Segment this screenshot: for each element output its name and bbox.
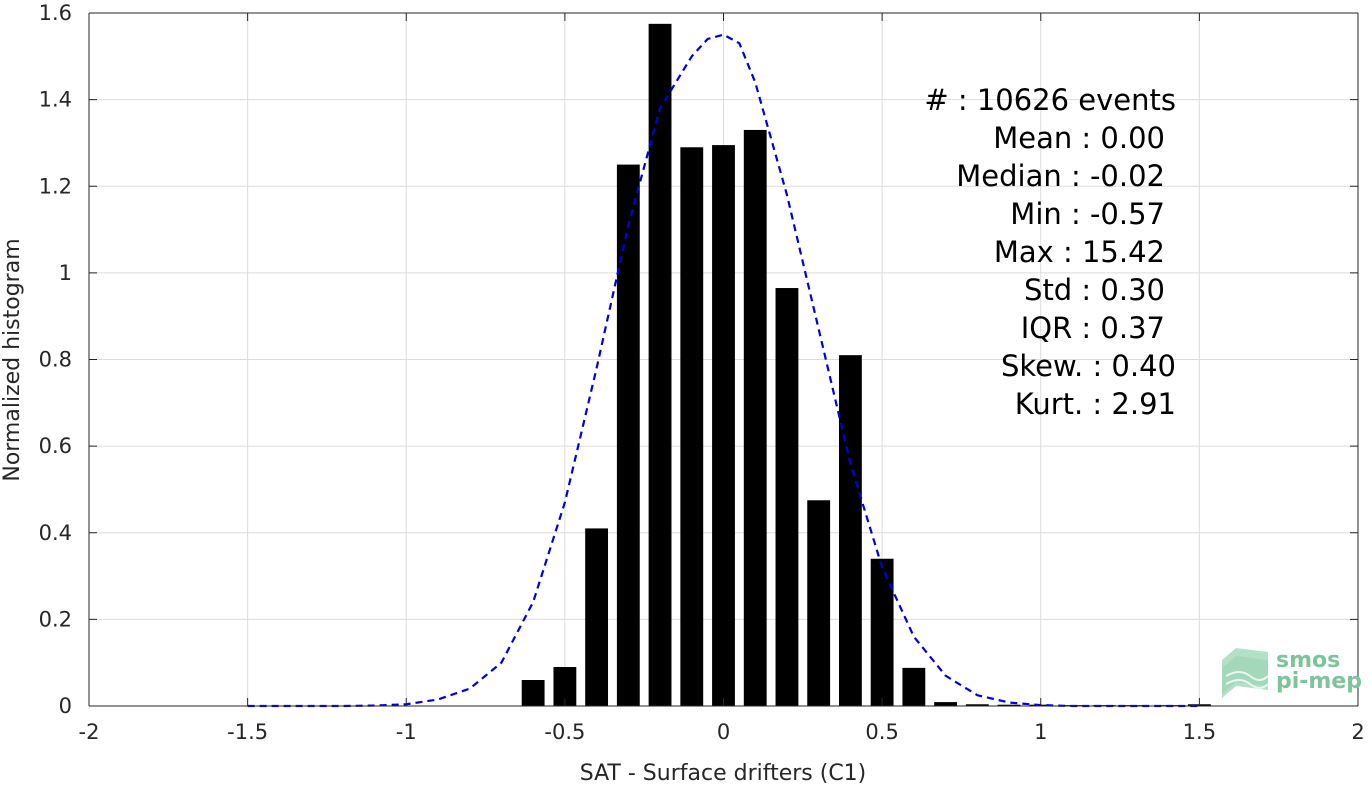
x-tick-label: -0.5 bbox=[544, 720, 585, 744]
y-tick-label: 0.4 bbox=[39, 521, 72, 545]
stat-line: Std : 0.30 bbox=[1024, 273, 1165, 307]
x-tick-label: 1.5 bbox=[1183, 720, 1216, 744]
x-tick-label: 0.5 bbox=[865, 720, 898, 744]
y-axis-label: Normalized histogram bbox=[0, 238, 25, 481]
histogram-bar bbox=[712, 145, 735, 706]
histogram-bar bbox=[807, 500, 831, 706]
x-tick-label: -1.5 bbox=[227, 720, 268, 744]
y-tick-labels: 0 0.2 0.4 0.6 0.8 1 1.2 1.4 1.6 bbox=[39, 1, 72, 718]
y-tick-label: 0.8 bbox=[39, 348, 72, 372]
histogram-bar bbox=[838, 355, 862, 706]
y-tick-label: 1.4 bbox=[39, 88, 72, 112]
axes bbox=[88, 12, 1359, 707]
stat-line: # : 10626 events bbox=[924, 83, 1176, 117]
stat-line: Mean : 0.00 bbox=[993, 121, 1165, 155]
logo-text-pimep: pi-mep bbox=[1276, 669, 1362, 694]
x-tick-label: 1 bbox=[1034, 720, 1047, 744]
histogram-bar bbox=[648, 23, 672, 706]
stat-line: Min : -0.57 bbox=[1010, 197, 1165, 231]
x-tick-label: -2 bbox=[79, 720, 100, 744]
histogram-bar bbox=[965, 704, 989, 706]
histogram-bar bbox=[743, 129, 767, 707]
y-tick-label: 0.6 bbox=[39, 434, 72, 458]
x-tick-label: 0 bbox=[717, 720, 730, 744]
stat-line: Kurt. : 2.91 bbox=[1015, 387, 1176, 421]
fit-curve-line bbox=[247, 33, 1200, 708]
x-tick-label: -1 bbox=[396, 720, 417, 744]
histogram-bar bbox=[870, 558, 894, 706]
y-tick-label: 0.2 bbox=[39, 607, 72, 631]
histogram-bars bbox=[521, 23, 1211, 707]
histogram-bar bbox=[616, 164, 640, 706]
stat-line: IQR : 0.37 bbox=[1021, 311, 1165, 345]
stat-line: Median : -0.02 bbox=[956, 159, 1165, 193]
logo-text-smos: smos bbox=[1276, 648, 1340, 673]
histogram-bar bbox=[934, 702, 957, 706]
histogram-bar bbox=[553, 667, 577, 706]
stat-line: Skew. : 0.40 bbox=[1001, 349, 1176, 383]
histogram-bar bbox=[585, 528, 609, 706]
stat-line: Max : 15.42 bbox=[994, 235, 1165, 269]
histogram-bar bbox=[775, 288, 799, 706]
fit-curve bbox=[247, 33, 1200, 708]
statistics-annotation: # : 10626 events Mean : 0.00 Median : -0.0… bbox=[924, 83, 1176, 421]
y-tick-label: 1.2 bbox=[39, 174, 72, 198]
histogram-bar bbox=[997, 704, 1021, 706]
y-tick-label: 0 bbox=[59, 694, 72, 718]
x-tick-label: 2 bbox=[1351, 720, 1364, 744]
y-tick-label: 1.6 bbox=[39, 1, 72, 25]
histogram-bar bbox=[521, 680, 545, 706]
histogram-bar bbox=[680, 147, 704, 707]
histogram-bar bbox=[902, 667, 926, 706]
y-tick-label: 1 bbox=[59, 261, 72, 285]
x-tick-labels: -2 -1.5 -1 -0.5 0 0.5 1 1.5 2 bbox=[79, 720, 1365, 744]
x-axis-label: SAT - Surface drifters (C1) bbox=[580, 761, 867, 785]
smos-pimep-logo: smos pi-mep bbox=[1222, 648, 1362, 698]
logo-waves-icon bbox=[1222, 648, 1269, 698]
